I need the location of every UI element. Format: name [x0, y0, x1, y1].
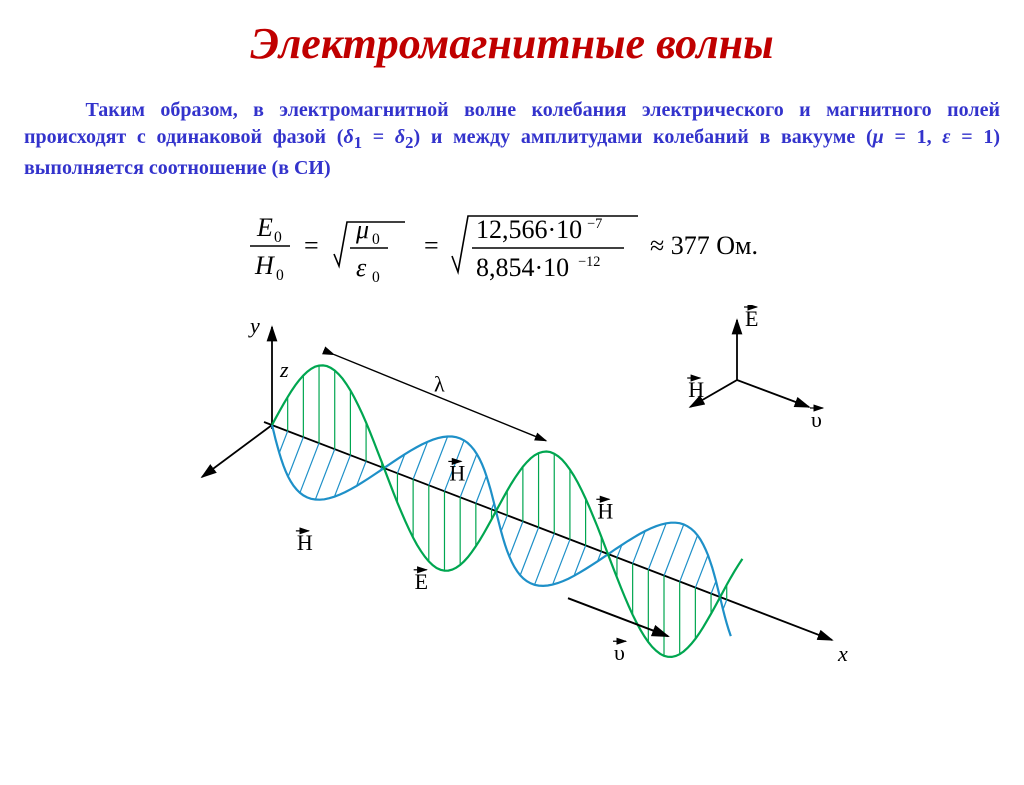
svg-text:υ: υ [811, 407, 822, 432]
svg-text:H: H [254, 251, 275, 280]
svg-text:μ: μ [355, 215, 369, 244]
svg-text:z: z [279, 357, 289, 382]
svg-text:ε: ε [356, 253, 367, 282]
svg-text:0: 0 [276, 267, 284, 284]
svg-text:0: 0 [372, 231, 380, 248]
svg-text:−7: −7 [587, 216, 602, 232]
em-wave-diagram: yz x λ H H E Hυ E Hυ [132, 305, 892, 685]
para-eq1: = 1, [884, 126, 943, 148]
svg-text:=: = [304, 231, 319, 260]
svg-text:H: H [297, 529, 313, 554]
para-seg-2: ) и между амплитудами колебаний в вакуум… [413, 126, 872, 148]
svg-text:λ: λ [434, 371, 445, 396]
para-mu: μ [873, 126, 884, 148]
svg-text:8,854·10: 8,854·10 [476, 253, 569, 282]
formula: E0H0=μ0ε0=12,566·10−78,854·10−12≈ 377 Ом… [0, 200, 1024, 297]
title-text: Электромагнитные волны [250, 19, 773, 68]
svg-text:0: 0 [372, 269, 380, 286]
svg-text:=: = [424, 231, 439, 260]
svg-text:0: 0 [274, 229, 282, 246]
svg-text:E: E [256, 213, 273, 242]
svg-text:≈ 377 Ом.: ≈ 377 Ом. [650, 231, 758, 260]
svg-text:H: H [449, 460, 465, 485]
svg-text:12,566·10: 12,566·10 [476, 215, 582, 244]
intro-paragraph: Таким образом, в электромагнитной волне … [24, 97, 1000, 182]
svg-text:υ: υ [614, 640, 625, 665]
svg-text:y: y [248, 313, 260, 338]
para-sub1: 1 [354, 133, 362, 152]
svg-text:E: E [415, 568, 428, 593]
para-delta1: δ [343, 126, 353, 148]
svg-text:x: x [837, 641, 848, 666]
para-eq2: = 1 [951, 126, 994, 148]
svg-text:H: H [688, 377, 704, 402]
para-eq: = [362, 126, 395, 148]
page-title: Электромагнитные волны [0, 18, 1024, 69]
svg-text:H: H [597, 498, 613, 523]
para-delta2: δ [395, 126, 405, 148]
para-eps: ε [942, 126, 950, 148]
svg-text:E: E [745, 306, 758, 331]
svg-text:−12: −12 [578, 254, 600, 270]
